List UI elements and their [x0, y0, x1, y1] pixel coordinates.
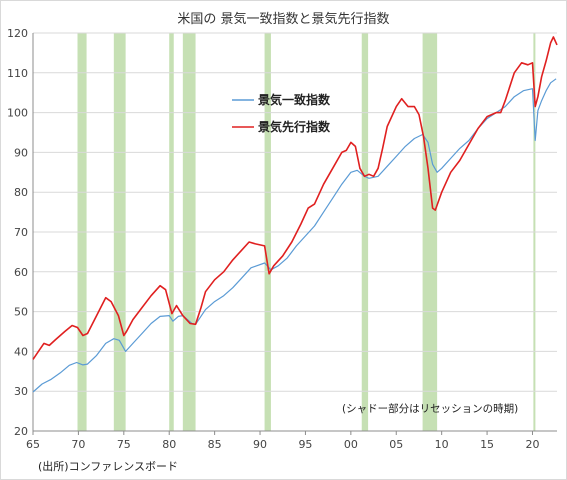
x-tick-label: 70: [71, 438, 85, 451]
y-tick-label: 120: [7, 27, 28, 40]
x-tick-label: 15: [480, 438, 494, 451]
x-tick-label: 80: [162, 438, 176, 451]
source-note: (出所)コンファレンスボード: [38, 460, 179, 473]
x-tick-label: 75: [117, 438, 131, 451]
y-tick-label: 70: [14, 226, 28, 239]
y-tick-label: 100: [7, 107, 28, 120]
y-tick-label: 60: [14, 266, 28, 279]
y-tick-labels: 20 30 40 50 60 70 80 90 100 110 120: [7, 27, 28, 438]
y-tick-label: 50: [14, 306, 28, 319]
x-tick-label: 20: [525, 438, 539, 451]
y-tick-label: 80: [14, 186, 28, 199]
y-tick-label: 90: [14, 146, 28, 159]
x-tick-label: 95: [298, 438, 312, 451]
y-tick-label: 40: [14, 345, 28, 358]
x-tick-label: 65: [26, 438, 40, 451]
x-tick-label: 10: [435, 438, 449, 451]
x-tick-label: 00: [344, 438, 358, 451]
series-line-coincident: [32, 78, 557, 393]
legend-label: 景気先行指数: [258, 119, 331, 134]
axes: [32, 33, 557, 435]
chart-title: 米国の 景気一致指数と景気先行指数: [177, 12, 390, 27]
series-line-leading: [32, 36, 558, 360]
x-tick-label: 90: [253, 438, 267, 451]
x-tick-labels: 65 70 75 80 85 90 95 00 05 10 15 20: [26, 438, 539, 451]
gridlines: [33, 32, 557, 392]
x-tick-label: 05: [389, 438, 403, 451]
legend-label: 景気一致指数: [258, 92, 331, 107]
y-tick-label: 20: [14, 425, 28, 438]
x-tick-label: 85: [208, 438, 222, 451]
y-tick-label: 110: [7, 67, 28, 80]
y-tick-label: 30: [14, 385, 28, 398]
recession-note: (シャドー部分はリセッションの時期): [342, 402, 518, 415]
series-lines: [32, 36, 558, 393]
